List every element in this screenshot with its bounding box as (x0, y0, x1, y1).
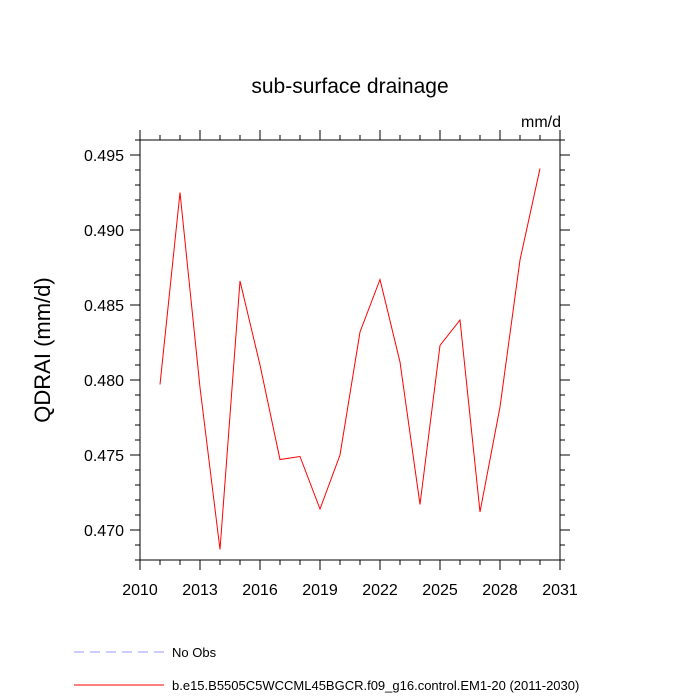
y-tick-label: 0.490 (84, 223, 124, 240)
chart-title: sub-surface drainage (251, 75, 448, 98)
x-tick-label: 2025 (422, 582, 458, 599)
y-tick-label: 0.485 (84, 298, 124, 315)
series-line (159, 168, 541, 550)
plot-frame (139, 139, 561, 561)
x-tick-label: 2031 (542, 582, 578, 599)
axis-ticks (130, 130, 570, 570)
units-label: mm/d (521, 114, 561, 131)
x-tick-label: 2013 (182, 582, 218, 599)
y-tick-label: 0.480 (84, 373, 124, 390)
legend: No Obs b.e15.B5505C5WCCML45BGCR.f09_g16.c… (74, 645, 579, 693)
y-tick-label: 0.495 (84, 148, 124, 165)
x-tick-label: 2010 (122, 582, 158, 599)
x-tick-label: 2019 (302, 582, 338, 599)
series-group (159, 168, 541, 550)
x-tick-label: 2016 (242, 582, 278, 599)
x-tick-label: 2022 (362, 582, 398, 599)
legend-label: No Obs (172, 645, 217, 660)
x-tick-label: 2028 (482, 582, 518, 599)
y-axis-label: QDRAI (mm/d) (30, 277, 55, 422)
legend-label: b.e15.B5505C5WCCML45BGCR.f09_g16.control… (172, 678, 579, 693)
y-tick-label: 0.470 (84, 523, 124, 540)
axis-tick-labels: 2010 2013 2016 2019 2022 2025 2028 2031 0.470 0.4… (84, 148, 578, 599)
y-tick-label: 0.475 (84, 448, 124, 465)
